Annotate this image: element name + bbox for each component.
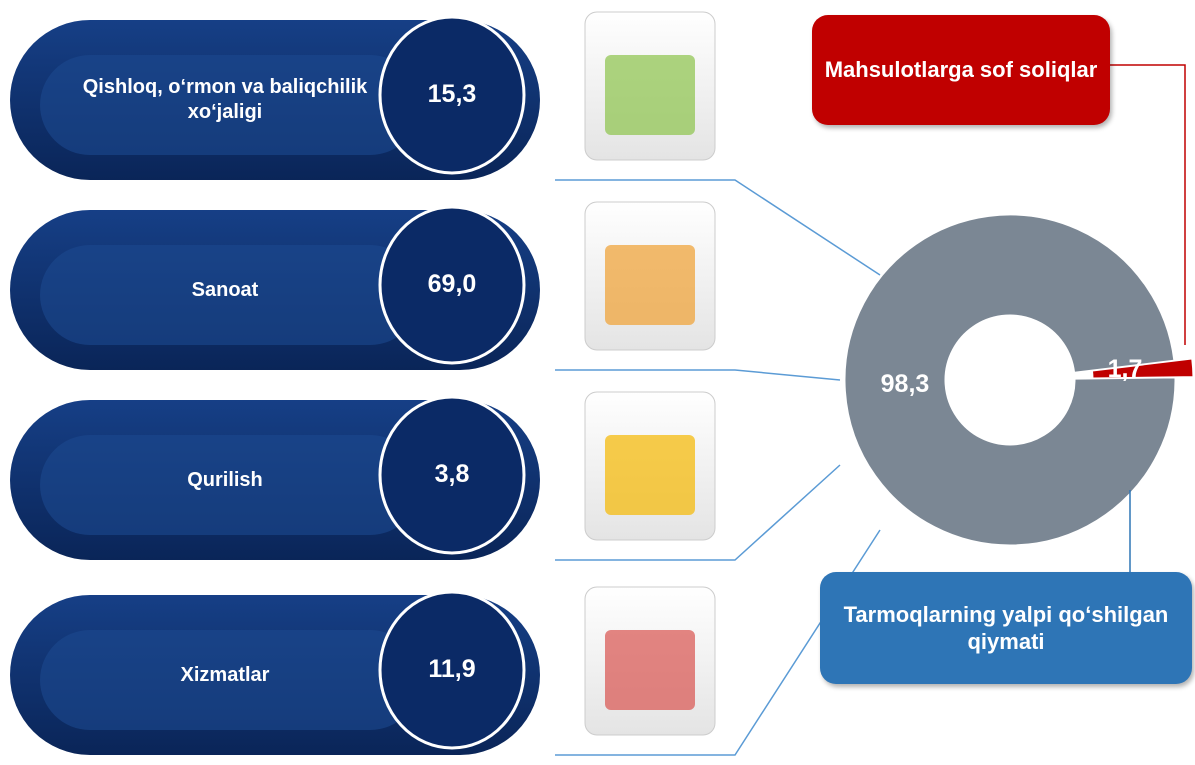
sector-value: 3,8: [390, 440, 514, 510]
sector-label: Xizmatlar: [80, 620, 370, 730]
callout-box: Tarmoqlarning yalpi qo‘shilgan qiymati: [820, 572, 1192, 684]
sector-value: 69,0: [390, 250, 514, 320]
sector-value: 11,9: [390, 635, 514, 705]
sector-label: Sanoat: [80, 235, 370, 345]
donut-value-label: 1,7: [1085, 345, 1165, 395]
sector-label: Qurilish: [80, 425, 370, 535]
icon-art: [605, 245, 695, 325]
connector-line: [555, 370, 840, 380]
sector-label: Qishloq, o‘rmon va baliqchilik xo‘jaligi: [80, 45, 370, 155]
icon-art: [605, 630, 695, 710]
infographic: Qishloq, o‘rmon va baliqchilik xo‘jaligi…: [0, 0, 1195, 765]
sector-value: 15,3: [390, 60, 514, 130]
icon-art: [605, 55, 695, 135]
donut-value-label: 98,3: [860, 360, 950, 410]
callout-box: Mahsulotlarga sof soliqlar: [812, 15, 1110, 125]
icon-art: [605, 435, 695, 515]
